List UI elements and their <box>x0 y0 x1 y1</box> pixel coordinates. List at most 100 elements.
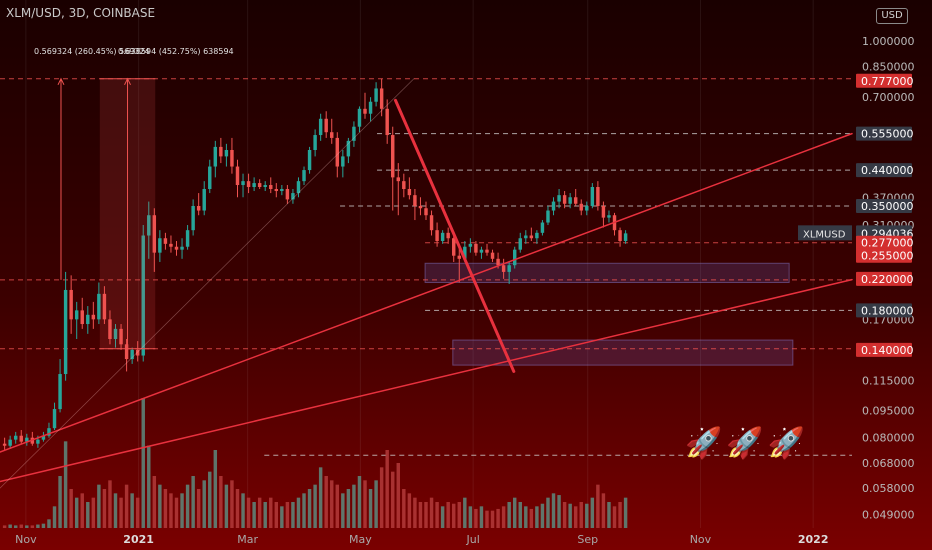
y-tick-label-0: 1.000000 <box>862 35 915 48</box>
candle-body-54 <box>302 170 306 182</box>
volume-bar-29 <box>163 489 168 528</box>
candle-body-55 <box>307 149 312 171</box>
volume-bar-70 <box>391 471 395 528</box>
y-tick-label-2: 0.700000 <box>862 91 915 104</box>
volume-bar-4 <box>25 525 29 528</box>
candle-body-87 <box>485 249 489 253</box>
candle-body-40 <box>224 149 229 157</box>
volume-bar-60 <box>335 484 340 528</box>
price-badge-label-7: 0.220000 <box>861 273 914 286</box>
volume-bar-33 <box>185 484 190 528</box>
candle-body-62 <box>346 140 351 157</box>
volume-bar-57 <box>318 467 323 528</box>
volume-bar-53 <box>296 497 301 528</box>
candle-body-19 <box>108 319 112 339</box>
candle-body-58 <box>324 118 328 133</box>
volume-bar-110 <box>612 506 617 528</box>
candle-body-34 <box>191 205 195 231</box>
candle-body-37 <box>208 166 212 190</box>
price-badge-label-9: 0.140000 <box>861 344 914 357</box>
price-badge-3 <box>856 198 912 213</box>
candle-body-3 <box>19 435 23 442</box>
candle-body-10 <box>58 374 62 410</box>
y-tick-label-7: 0.095000 <box>862 405 915 418</box>
volume-bar-68 <box>379 467 384 528</box>
candle-body-103 <box>573 197 578 204</box>
volume-bar-109 <box>607 502 611 528</box>
candle-body-8 <box>47 428 51 436</box>
candle-body-65 <box>363 108 367 114</box>
volume-bar-9 <box>52 506 57 528</box>
price-badges: 0.777000 0.555000 0.440000 0.350000 XLMUSD 0.… <box>798 73 914 357</box>
volume-bar-101 <box>562 502 567 528</box>
candle-body-50 <box>280 189 284 192</box>
candle-body-71 <box>396 177 400 182</box>
candle-body-52 <box>291 193 295 200</box>
volume-bar-58 <box>324 476 328 528</box>
volume-bar-59 <box>330 480 334 528</box>
volume-bar-28 <box>158 484 162 528</box>
candle-body-47 <box>263 185 267 188</box>
volume-bar-80 <box>446 502 450 528</box>
candle-body-28 <box>158 238 162 253</box>
candle-body-112 <box>623 233 628 242</box>
price-badge-6 <box>856 248 912 263</box>
candle-body-92 <box>512 249 517 266</box>
candle-body-42 <box>235 166 240 186</box>
volume-bar-99 <box>551 493 556 528</box>
volume-bar-73 <box>407 493 412 528</box>
volume-bar-55 <box>307 489 312 528</box>
volume-bar-79 <box>440 506 445 528</box>
candle-body-49 <box>274 189 279 192</box>
volume-bar-54 <box>302 493 306 528</box>
price-badge-5 <box>856 235 912 250</box>
candle-body-33 <box>185 230 190 247</box>
volume-bar-1 <box>8 524 12 528</box>
volume-bar-3 <box>19 524 23 528</box>
volume-bar-46 <box>257 497 262 528</box>
volume-bar-30 <box>169 493 173 528</box>
candle-body-32 <box>180 246 184 250</box>
candle-body-69 <box>385 108 389 136</box>
candle-body-30 <box>169 243 173 247</box>
price-badge-2 <box>856 163 912 178</box>
candle-body-81 <box>452 238 456 256</box>
candle-body-105 <box>585 205 589 211</box>
measure-label-1: 0.569324 (260.45%) 569324 <box>34 47 150 56</box>
candle-body-53 <box>296 181 301 194</box>
candle-body-57 <box>318 118 323 136</box>
symbol-tag-box <box>798 225 852 241</box>
candle-body-100 <box>557 195 561 202</box>
candle-body-41 <box>230 149 234 167</box>
trend-line-3 <box>0 78 415 489</box>
volume-bar-61 <box>341 493 345 528</box>
volume-bar-50 <box>280 506 284 528</box>
volume-bar-100 <box>557 495 561 528</box>
currency-button[interactable]: USD <box>876 8 908 24</box>
volume-bar-65 <box>363 480 367 528</box>
volume-bar-37 <box>208 471 212 528</box>
volume-bar-95 <box>529 508 534 528</box>
volume-bar-47 <box>263 502 267 528</box>
volume-bar-106 <box>590 497 595 528</box>
candle-body-29 <box>163 238 168 244</box>
candle-body-82 <box>457 255 461 259</box>
volume-bar-39 <box>219 476 223 528</box>
volume-bar-97 <box>540 503 545 528</box>
price-badge-label-0: 0.777000 <box>861 75 914 88</box>
candle-body-83 <box>463 246 467 259</box>
candle-body-25 <box>141 235 145 356</box>
volume-bar-38 <box>213 450 218 528</box>
price-badge-label-6: 0.255000 <box>861 250 914 263</box>
candle-body-39 <box>219 146 223 157</box>
volume-bar-112 <box>623 497 628 528</box>
candle-body-78 <box>435 230 439 242</box>
candle-body-101 <box>562 195 567 204</box>
volume-bar-81 <box>452 503 456 528</box>
horizontal-levels <box>0 78 852 456</box>
symbol-tag-label: XLMUSD <box>803 229 846 240</box>
candle-body-109 <box>607 215 611 218</box>
